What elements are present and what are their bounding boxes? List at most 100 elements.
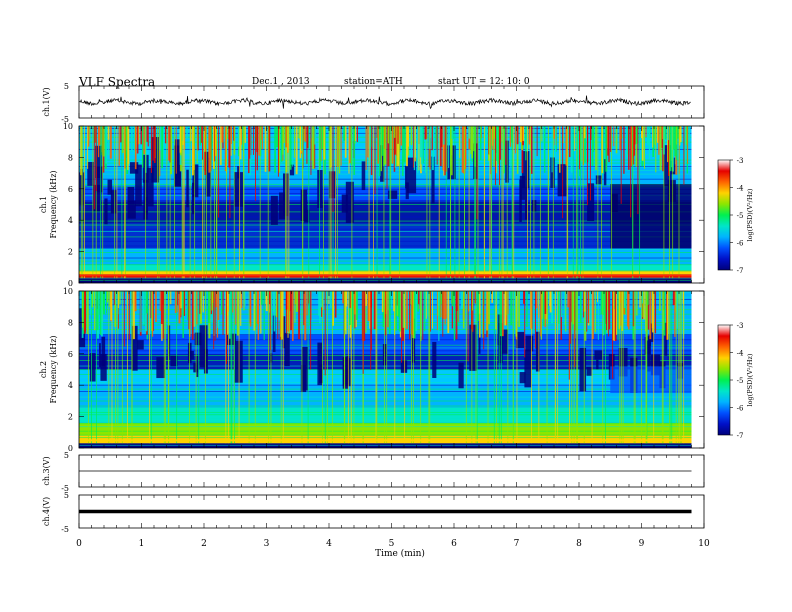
sferic-streak: [619, 291, 621, 444]
strong-sferic: [422, 291, 424, 340]
narrowband-line: [79, 266, 692, 268]
sferic-streak: [233, 291, 235, 444]
sferic-streak: [566, 126, 568, 279]
sferic-burst: [683, 126, 686, 165]
sferic-burst: [348, 126, 350, 174]
sferic-burst: [565, 126, 568, 166]
sferic-streak: [150, 291, 152, 444]
sferic-burst: [196, 291, 198, 325]
quiet-region: [521, 151, 530, 189]
quiet-region: [282, 316, 286, 349]
sferic-burst: [679, 126, 682, 143]
sferic-streak: [108, 291, 110, 444]
sferic-streak: [573, 291, 575, 444]
sferic-burst: [613, 291, 615, 341]
sferic-burst: [391, 126, 393, 164]
sferic-burst: [621, 291, 623, 331]
sferic-burst: [590, 291, 592, 327]
sferic-streak: [174, 126, 175, 279]
sferic-streak: [639, 126, 641, 279]
sferic-streak: [602, 291, 604, 444]
sferic-burst: [595, 126, 597, 170]
sferic-burst: [568, 126, 570, 138]
sferic-burst: [155, 291, 157, 322]
sferic-burst: [615, 126, 618, 154]
sferic-burst: [398, 291, 401, 332]
sferic-streak: [576, 126, 578, 279]
sferic-burst: [567, 291, 569, 308]
narrowband-line: [79, 434, 692, 436]
figure-title: VLF Spectra: [78, 75, 155, 89]
quiet-region: [192, 164, 199, 198]
sferic-burst: [142, 126, 144, 168]
sferic-streak: [88, 291, 89, 444]
sferic-burst: [606, 291, 608, 334]
sferic-burst: [328, 291, 330, 305]
sferic-burst: [455, 291, 458, 311]
sferic-burst: [579, 291, 582, 324]
lowfreq-line: [79, 274, 692, 277]
sferic-burst: [530, 291, 532, 329]
sferic-burst: [590, 126, 592, 141]
quiet-region: [279, 192, 286, 220]
sferic-streak: [557, 291, 559, 444]
sferic-burst: [440, 291, 443, 305]
quiet-region: [501, 329, 508, 354]
sferic-streak: [121, 126, 123, 279]
sferic-burst: [496, 126, 498, 174]
sferic-burst: [568, 126, 571, 158]
sferic-burst: [147, 126, 149, 147]
sferic-burst: [548, 291, 550, 304]
quiet-region: [431, 156, 435, 204]
sferic-streak: [646, 291, 648, 444]
strong-sferic: [362, 291, 364, 374]
late-quiet-region: [610, 366, 692, 394]
sferic-burst: [314, 126, 317, 145]
sferic-burst: [143, 126, 145, 155]
sferic-burst: [113, 291, 116, 305]
sferic-streak: [465, 291, 467, 444]
sferic-streak: [530, 126, 531, 279]
sferic-burst: [418, 291, 420, 305]
strong-sferic: [95, 126, 97, 191]
sferic-streak: [163, 291, 165, 444]
quiet-region: [524, 349, 532, 388]
frequency-band: [79, 201, 692, 224]
sferic-burst: [249, 126, 251, 159]
sferic-burst: [102, 291, 105, 311]
sferic-burst: [602, 291, 604, 316]
sferic-burst: [636, 126, 638, 144]
narrowband-line: [79, 236, 692, 238]
sferic-burst: [342, 291, 345, 304]
sferic-burst: [617, 291, 619, 341]
sferic-streak: [243, 126, 244, 279]
quiet-region: [405, 165, 408, 189]
sferic-burst: [393, 126, 396, 155]
sferic-burst: [253, 291, 255, 331]
narrowband-line: [79, 228, 692, 230]
sferic-streak: [601, 126, 603, 279]
sferic-burst: [451, 291, 454, 307]
sferic-burst: [384, 126, 387, 165]
sferic-burst: [312, 126, 315, 169]
sferic-burst: [182, 291, 184, 339]
sferic-burst: [363, 291, 366, 341]
sferic-burst: [282, 126, 285, 143]
sferic-burst: [365, 291, 368, 306]
sferic-burst: [551, 126, 553, 173]
sferic-burst: [393, 126, 396, 138]
sferic-burst: [603, 291, 606, 335]
sferic-burst: [199, 291, 202, 324]
sferic-streak: [203, 126, 205, 279]
sferic-burst: [646, 126, 649, 146]
sferic-burst: [442, 291, 444, 337]
quiet-region: [95, 145, 102, 179]
sferic-burst: [687, 126, 689, 164]
sferic-burst: [288, 291, 290, 334]
quiet-region: [664, 322, 668, 356]
sferic-burst: [214, 291, 216, 341]
sferic-burst: [655, 126, 657, 173]
ch2-spectrogram-ylabel: ch.2: [39, 361, 48, 378]
sferic-burst: [529, 126, 531, 151]
sferic-burst: [178, 291, 181, 324]
